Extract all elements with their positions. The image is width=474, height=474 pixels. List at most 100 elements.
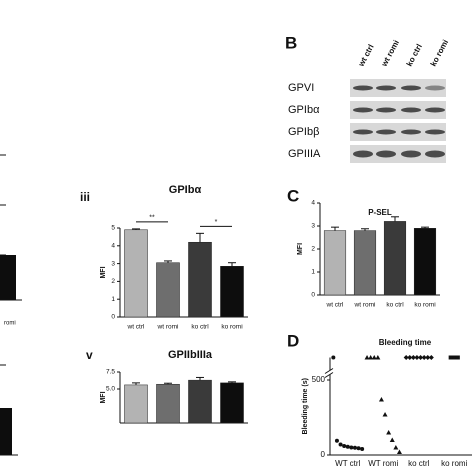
point [345,444,350,449]
x-tick-label: ko ctrl [408,459,430,468]
y-tick-label: 5.0 [106,386,115,393]
point [360,447,365,451]
x-tick-label: wt ctrl [326,302,345,309]
significance-label: * [215,219,218,226]
y-tick-label: 500 [312,375,326,384]
blot-band [401,107,421,113]
fragment-label: romi [4,321,16,327]
bar [383,221,407,296]
blot-band [353,85,373,91]
point [410,355,416,360]
point [382,412,388,417]
axis-break [324,372,334,378]
point [334,438,339,443]
x-tick-label: ko romi [441,459,467,468]
bar [220,382,244,424]
blot-strip [350,123,446,141]
bar [413,228,437,296]
blot-band [376,129,396,135]
blot-strip [350,79,446,97]
y-axis-label: MFI [100,391,107,403]
point [425,355,431,360]
point [338,442,343,447]
chart-title: GPIIbIIIa [168,349,213,361]
blot-band [376,150,396,158]
y-tick-label: 3 [311,223,315,230]
point [386,430,392,435]
point [331,355,336,360]
bar [156,383,180,424]
bar [353,230,377,296]
blot-strip [350,101,446,119]
blot-band [401,150,421,158]
blot-band [401,129,421,135]
bar [188,379,212,424]
x-tick-label: WT romi [368,459,398,468]
fragment-bar [0,255,16,300]
chart-title: Bleeding time [379,338,432,347]
point [455,355,460,360]
point [389,437,395,442]
blot-band [353,150,373,158]
panel-label: C [287,186,299,205]
x-tick-label: ko romi [221,324,242,331]
point [428,355,434,360]
y-tick-label: 2 [111,278,115,285]
row-label: GPIbα [288,104,320,116]
panel-label: D [287,331,299,350]
lane-label: ko ctrl [405,42,424,67]
bar [220,266,244,318]
lane-label: wt romi [379,39,401,69]
fragment-bar [0,408,12,455]
blot-band [425,107,445,113]
point [393,445,399,450]
chart-title: GPIbα [169,184,202,196]
point [421,355,427,360]
point [396,449,402,454]
point [371,355,377,360]
x-tick-label: ko ctrl [191,324,209,331]
point [352,445,357,450]
bar [124,229,148,318]
x-tick-label: WT ctrl [335,459,360,468]
blot-band [425,129,445,135]
blot-band [401,85,421,91]
y-tick-label: 0 [111,314,115,321]
point [407,355,413,360]
blot-band [353,107,373,113]
x-tick-label: ko ctrl [386,302,404,309]
point [452,355,457,360]
y-tick-label: 0 [311,292,315,299]
x-tick-label: wt romi [354,302,376,309]
y-tick-label: 7.5 [106,369,115,376]
y-tick-label: 1 [311,269,315,276]
chart-title: P-SEL [368,208,392,217]
panel-label: B [285,33,297,52]
point [375,355,381,360]
y-tick-label: 1 [111,296,115,303]
y-tick-label: 4 [111,243,115,250]
significance-label: ** [149,215,155,222]
x-tick-label: wt ctrl [127,324,146,331]
lane-label: ko romi [429,38,451,68]
bar [156,262,180,318]
row-label: GPVI [288,82,314,94]
point [356,446,361,451]
bar [188,241,212,318]
y-tick-label: 2 [311,246,315,253]
y-axis-label: MFI [297,243,304,255]
row-label: GPIIIA [288,148,321,160]
x-tick-label: ko romi [414,302,435,309]
y-tick-label: 0 [321,450,326,459]
y-axis-label: Bleeding time (s) [302,378,309,434]
x-tick-label: wt romi [157,324,179,331]
blot-band [353,129,373,135]
point [342,444,347,448]
point [349,445,354,450]
blot-band [376,85,396,91]
axis-break [324,368,334,374]
point [364,355,370,360]
y-axis-label: MFI [100,266,107,278]
blot-band [425,85,445,91]
